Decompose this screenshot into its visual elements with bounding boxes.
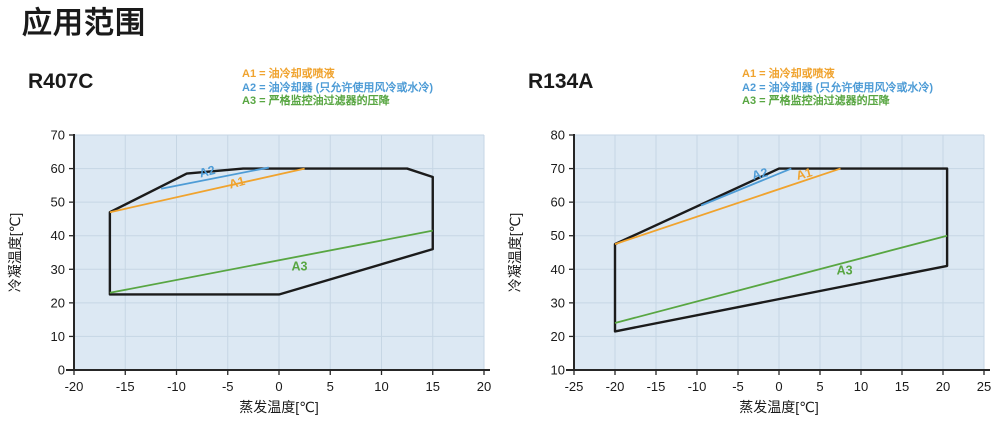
y-tick-label: 40 [551, 262, 565, 277]
y-tick-label: 60 [551, 195, 565, 210]
chart-r407c: -20 -15 -10 -5 0 5 10 15 20 0 10 20 30 40 50 60 70 蒸发温度[℃… [7, 128, 491, 416]
y-tick-label: 40 [51, 228, 65, 243]
chart-header-r134a: R134A A1 = 油冷却或喷液 A2 = 油冷却器 (只允许使用风冷或水冷)… [500, 68, 1000, 122]
x-tick-label: -25 [565, 379, 584, 394]
x-tick-label: 20 [936, 379, 950, 394]
label-a3: A3 [837, 264, 853, 278]
line-a1 [614, 167, 841, 245]
x-tick-label: -15 [116, 379, 135, 394]
chart-block-r134a: R134A A1 = 油冷却或喷液 A2 = 油冷却器 (只允许使用风冷或水冷)… [500, 68, 1000, 441]
x-tick-label: -10 [167, 379, 186, 394]
x-tick-label: -20 [606, 379, 625, 394]
label-a2: A2 [750, 165, 769, 183]
y-tick-label: 50 [551, 228, 565, 243]
y-tick-label: 20 [551, 329, 565, 344]
y-tick-label: 60 [51, 161, 65, 176]
chart-header-r407c: R407C A1 = 油冷却或喷液 A2 = 油冷却器 (只允许使用风冷或水冷)… [0, 68, 500, 122]
x-tick-label: 0 [775, 379, 782, 394]
y-tick-label: 10 [551, 363, 565, 378]
x-tick-label: 10 [854, 379, 868, 394]
x-tick-label: -10 [688, 379, 707, 394]
line-a1 [109, 167, 305, 214]
chart-r134a: -25 -20 -15 -10 -5 0 5 10 15 20 25 10 20 30 40 50 60 70 80… [507, 128, 991, 416]
y-tick-label: 10 [51, 329, 65, 344]
x-tick-label: -5 [222, 379, 234, 394]
y-tick-label: 80 [551, 128, 565, 143]
y-axis-title: 冷凝温度[℃] [507, 213, 523, 293]
x-tick-label: -5 [732, 379, 744, 394]
line-a3 [614, 234, 948, 324]
operating-envelope [613, 167, 949, 333]
y-tick-label: 20 [51, 295, 65, 310]
label-a3: A3 [292, 260, 308, 274]
x-tick-label: 15 [426, 379, 440, 394]
y-tick-label: 30 [51, 262, 65, 277]
legend-item-a3: A3 = 严格监控油过滤器的压降 [242, 95, 390, 107]
legend-r407c: A1 = 油冷却或喷液 A2 = 油冷却器 (只允许使用风冷或水冷) A3 = … [242, 68, 500, 109]
x-tick-label: -20 [65, 379, 84, 394]
x-axis-title: 蒸发温度[℃] [739, 399, 819, 415]
line-a2 [700, 167, 792, 207]
x-tick-label: 0 [275, 379, 282, 394]
line-a3 [109, 229, 433, 294]
y-axis-title: 冷凝温度[℃] [7, 213, 23, 293]
x-axis-title: 蒸发温度[℃] [239, 399, 319, 415]
y-tick-label: 70 [51, 128, 65, 143]
y-tick-label: 50 [51, 195, 65, 210]
x-tick-label: -15 [647, 379, 666, 394]
page-title: 应用范围 [22, 7, 146, 40]
chart-block-r407c: R407C A1 = 油冷却或喷液 A2 = 油冷却器 (只允许使用风冷或水冷)… [0, 68, 500, 441]
chart-title-r407c: R407C [28, 70, 94, 93]
charts-row: R407C A1 = 油冷却或喷液 A2 = 油冷却器 (只允许使用风冷或水冷)… [0, 68, 1000, 441]
y-tick-label: 0 [58, 363, 65, 378]
legend-item-a1: A1 = 油冷却或喷液 [742, 68, 835, 80]
x-tick-label: 5 [327, 379, 334, 394]
legend-item-a2: A2 = 油冷却器 (只允许使用风冷或水冷) [242, 81, 433, 94]
page: 应用范围 R407C A1 = 油冷却或喷液 A2 = 油冷却器 (只允许使用风… [0, 4, 1000, 445]
x-tick-label: 5 [816, 379, 823, 394]
label-a1: A1 [227, 174, 246, 192]
x-tick-label: 20 [477, 379, 491, 394]
legend-item-a2: A2 = 油冷却器 (只允许使用风冷或水冷) [742, 81, 933, 94]
label-a2: A2 [198, 163, 217, 181]
y-tick-label: 70 [551, 161, 565, 176]
x-tick-label: 10 [374, 379, 388, 394]
label-a1: A1 [795, 165, 814, 183]
x-tick-label: 15 [895, 379, 909, 394]
chart-title-r134a: R134A [528, 70, 594, 93]
x-tick-label: 25 [977, 379, 991, 394]
y-tick-label: 30 [551, 295, 565, 310]
legend-item-a1: A1 = 油冷却或喷液 [242, 68, 335, 80]
legend-r134a: A1 = 油冷却或喷液 A2 = 油冷却器 (只允许使用风冷或水冷) A3 = … [742, 68, 1000, 109]
legend-item-a3: A3 = 严格监控油过滤器的压降 [742, 95, 890, 107]
line-a2 [160, 166, 269, 190]
operating-envelope [108, 167, 434, 296]
